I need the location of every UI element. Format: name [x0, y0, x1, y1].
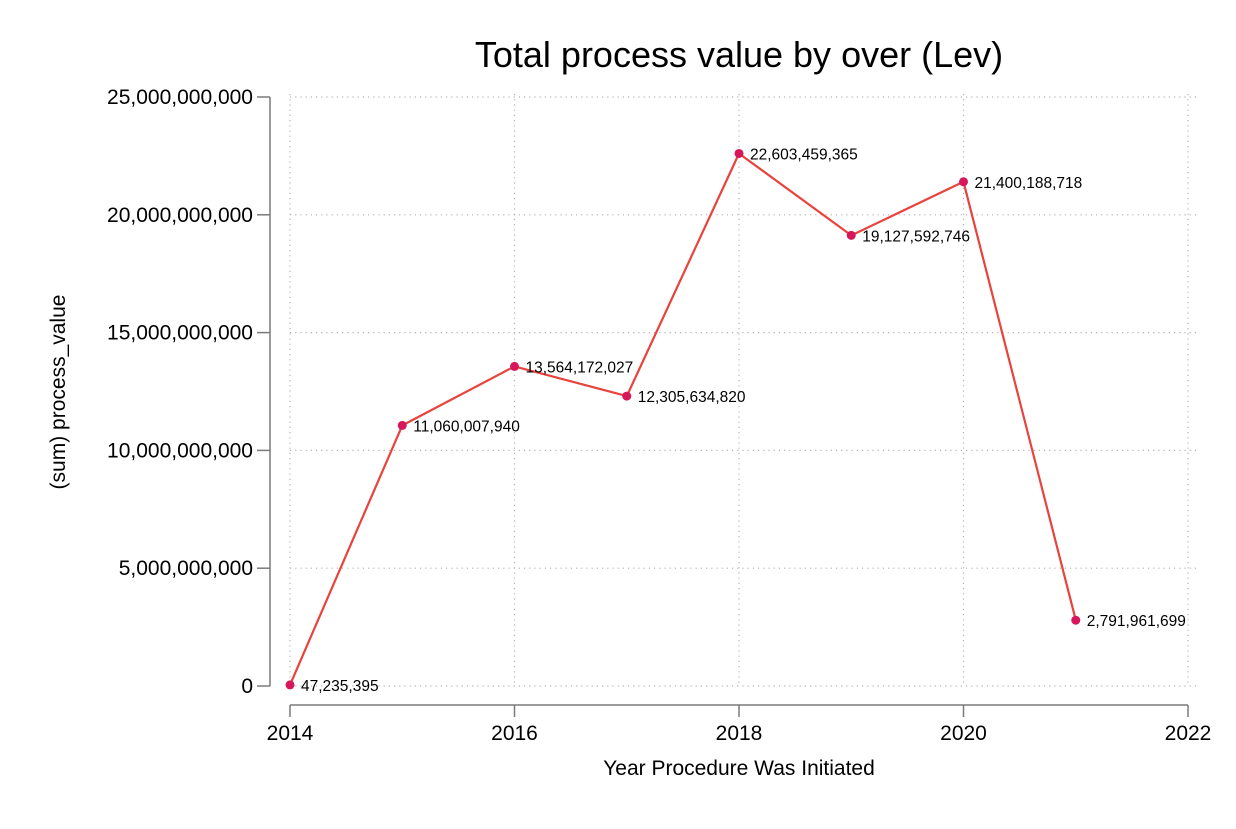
x-axis-title: Year Procedure Was Initiated [603, 757, 875, 780]
data-point [1071, 615, 1081, 625]
data-label: 13,564,172,027 [526, 359, 634, 376]
data-labels: 47,235,395 11,060,007,940 13,564,172,02712… [301, 146, 1186, 694]
data-label: 19,127,592,746 [862, 228, 970, 245]
y-tick-label: 10,000,000,000 [107, 439, 253, 462]
data-label: 2,791,961,699 [1087, 613, 1186, 630]
data-label: 22,603,459,365 [750, 146, 858, 163]
x-tick-label: 2014 [267, 722, 314, 745]
chart-title: Total process value by over (Lev) [475, 34, 1003, 75]
y-axis-title: (sum) process_value [47, 295, 70, 490]
data-label: 21,400,188,718 [975, 175, 1083, 192]
y-tick-label: 25,000,000,000 [107, 86, 253, 109]
data-series [285, 148, 1081, 690]
gridlines [289, 94, 1200, 687]
x-tick-label: 2020 [940, 722, 987, 745]
y-tick-label: 20,000,000,000 [107, 204, 253, 227]
y-tick-label: 15,000,000,000 [107, 322, 253, 345]
y-tick-label: 0 [241, 675, 253, 698]
data-point [846, 230, 856, 240]
data-point [397, 420, 407, 430]
x-tick-label: 2016 [491, 722, 538, 745]
data-point [622, 391, 632, 401]
y-tick-label: 5,000,000,000 [119, 557, 253, 580]
data-label: 47,235,395 [301, 678, 379, 695]
axes: 0 5,000,000,000 10,000,000,000 15,000,000,0… [107, 86, 1211, 745]
data-point [510, 361, 519, 371]
data-point [959, 177, 968, 187]
data-label: 11,060,007,940 [413, 418, 520, 435]
data-point [734, 148, 744, 158]
series-line [288, 152, 1077, 686]
data-label: 12,305,634,820 [638, 389, 746, 406]
x-tick-label: 2018 [716, 722, 763, 745]
x-tick-label: 2022 [1165, 722, 1212, 745]
data-point [285, 680, 295, 690]
